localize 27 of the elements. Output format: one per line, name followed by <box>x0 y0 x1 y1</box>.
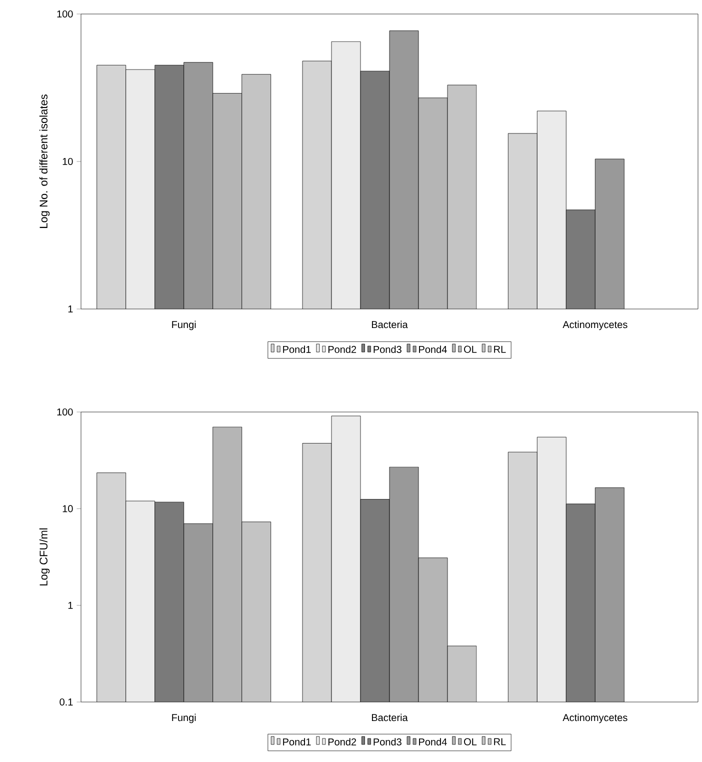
x-tick-label: Bacteria <box>372 320 408 328</box>
x-tick-label: Bacteria <box>372 714 408 722</box>
x-tick-label: Actinomycetes <box>562 320 628 330</box>
y-axis-title: Log CFU/ml <box>39 528 50 586</box>
y-axis-title: Log No. of different isolates <box>39 94 50 228</box>
y-tick-label: 10 <box>62 158 73 166</box>
y-tick-label: 10 <box>62 505 73 512</box>
legend-label: Pond3 <box>374 738 402 746</box>
legend-label: Pond1 <box>283 738 311 746</box>
y-tick-label: 100 <box>57 10 73 18</box>
legend-label: Pond1 <box>283 346 311 353</box>
legend-label: OL <box>464 738 477 746</box>
x-tick-label: Fungi <box>172 320 196 330</box>
x-tick-label: Actinomycetes <box>562 714 628 724</box>
y-tick-label: 1 <box>68 602 73 609</box>
legend-label: Pond2 <box>328 346 356 353</box>
legend-label: RL <box>494 738 506 746</box>
legend-label: Pond4 <box>419 346 447 353</box>
legend-label: Pond2 <box>328 738 356 746</box>
y-tick-label: 1 <box>68 306 73 312</box>
legend-label: OL <box>464 346 477 353</box>
y-tick-label: 100 <box>57 408 73 416</box>
x-tick-label: Fungi <box>172 714 196 724</box>
legend-label: Pond4 <box>419 738 447 746</box>
legend-label: Pond3 <box>374 346 402 353</box>
legend-label: RL <box>494 346 506 353</box>
y-tick-label: 0.1 <box>60 698 73 706</box>
